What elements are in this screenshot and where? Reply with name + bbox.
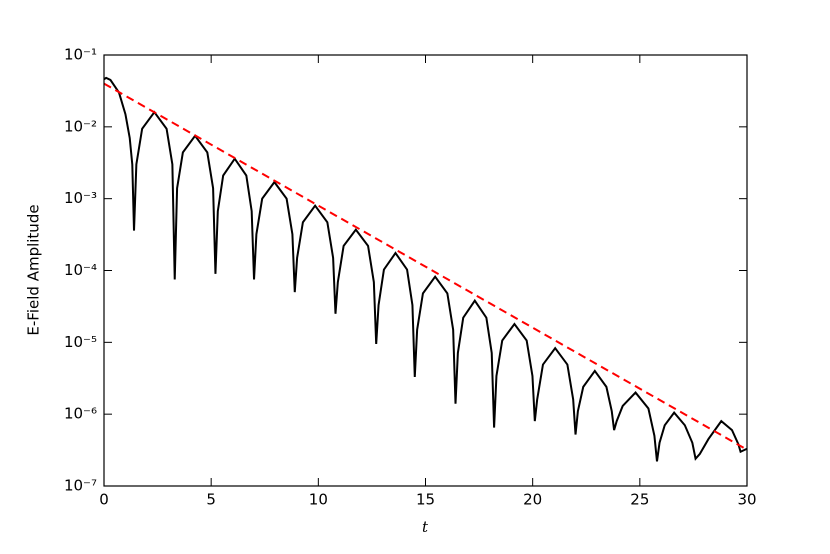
x-tick-label: 15 (416, 491, 435, 509)
x-tick-label: 5 (206, 491, 216, 509)
x-tick-label: 20 (523, 491, 542, 509)
y-tick-label: 10⁻⁴ (64, 261, 97, 279)
y-tick-label: 10⁻⁵ (64, 333, 97, 351)
x-tick-label: 30 (737, 491, 756, 509)
plot-frame (103, 54, 748, 487)
y-tick-label: 10⁻¹ (64, 46, 97, 64)
x-axis-label: t (422, 518, 429, 536)
line (103, 82, 748, 451)
y-tick-label: 10⁻² (64, 117, 97, 135)
y-tick-label: 10⁻³ (64, 189, 97, 207)
x-tick-label: 0 (99, 491, 109, 509)
line (103, 76, 748, 462)
y-tick-label: 10⁻⁶ (64, 405, 97, 423)
y-axis-label: E-Field Amplitude (25, 204, 43, 335)
x-tick-label: 10 (309, 491, 328, 509)
x-tick-label: 25 (630, 491, 649, 509)
y-tick-label: 10⁻⁷ (64, 477, 97, 495)
